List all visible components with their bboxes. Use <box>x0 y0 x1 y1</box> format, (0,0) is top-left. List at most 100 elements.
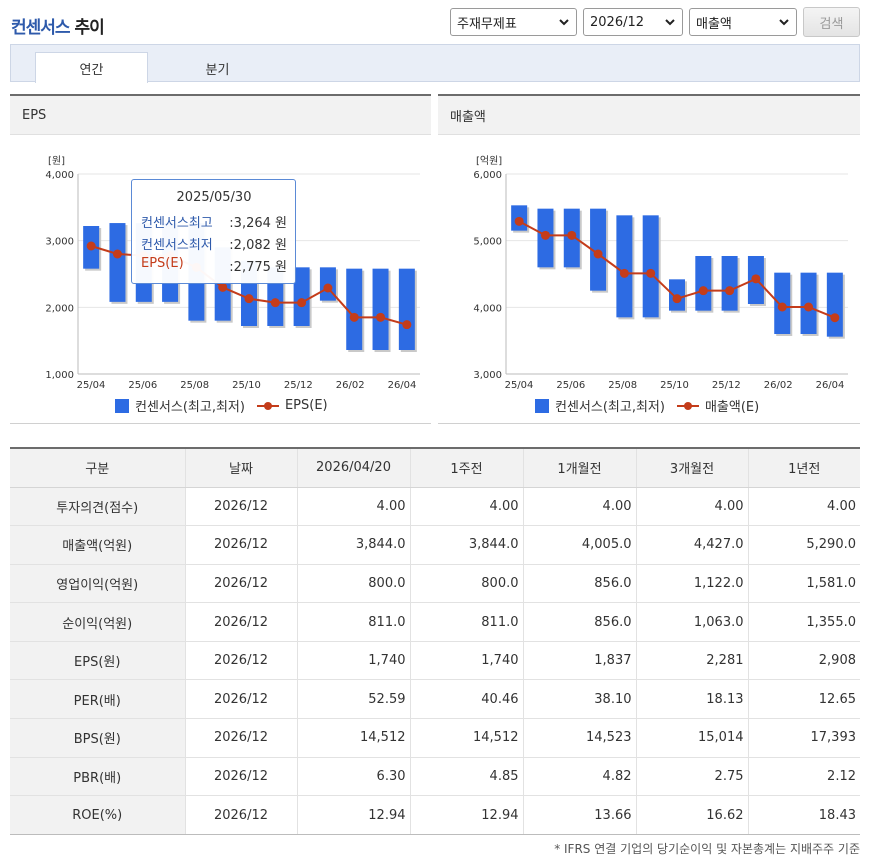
table-cell: 2,908 <box>747 641 860 681</box>
estimate-point <box>540 230 550 240</box>
search-button[interactable]: 검색 <box>803 7 860 37</box>
consensus-bar <box>372 268 389 350</box>
x-tick-label: 26/04 <box>816 380 845 391</box>
table-cell: 4.00 <box>522 487 636 527</box>
table-cell: 2.75 <box>635 757 748 797</box>
metric-value: 매출액 <box>696 16 732 32</box>
legend-line-swatch <box>676 401 699 410</box>
table-cell: 1,837 <box>522 641 636 681</box>
y-tick-label: 4,000 <box>473 303 502 314</box>
y-tick-label: 5,000 <box>473 237 502 248</box>
consensus-bar <box>642 215 659 318</box>
unit-label: [원] <box>48 155 65 167</box>
table-cell: 12.65 <box>747 679 860 720</box>
tooltip-low-value: :2,082 원 <box>229 238 287 253</box>
estimate-point <box>567 230 577 240</box>
table-cell: 2026/12 <box>184 525 297 565</box>
chevron-down-icon <box>665 19 675 26</box>
table-cell: 38.10 <box>522 679 636 720</box>
table-cell: 1,355.0 <box>747 602 860 642</box>
table-cell: 2,281 <box>635 641 748 681</box>
table-cell: 6.30 <box>296 757 410 797</box>
table-row: ROE(%) 2026/12 12.94 12.94 13.66 16.62 18.43 <box>10 795 860 835</box>
eps-chart-legend: 컨센서스(최고,최저) EPS(E) <box>115 396 328 415</box>
estimate-point <box>698 286 708 296</box>
x-tick-label: 25/08 <box>608 380 637 391</box>
column-header: 1년전 <box>747 447 860 488</box>
estimate-point <box>514 216 524 226</box>
table-cell: 16.62 <box>635 795 748 835</box>
estimate-point <box>112 249 122 259</box>
x-tick-label: 25/12 <box>284 380 313 391</box>
estimate-point <box>86 241 96 251</box>
tooltip-low-label: 컨센서스최저 <box>141 238 213 253</box>
report-type-select[interactable]: 주재무제표 <box>450 8 577 36</box>
period-select[interactable]: 2026/12 <box>583 8 683 36</box>
estimate-point <box>646 268 656 278</box>
table-cell: 4.85 <box>409 757 523 797</box>
table-cell: 18.43 <box>747 795 860 835</box>
consensus-table: 구분 날짜 2026/04/20 1주전 1개월전 3개월전 1년전 투자의견(… <box>10 447 860 835</box>
table-cell: 18.13 <box>635 679 748 720</box>
revenue-chart-title: 매출액 <box>438 96 860 135</box>
table-cell: 4.00 <box>296 487 410 527</box>
company-title: 컨센서스 <box>11 18 71 38</box>
row-label: PER(배) <box>10 679 185 720</box>
table-header-row: 구분 날짜 2026/04/20 1주전 1개월전 3개월전 1년전 <box>10 447 860 488</box>
table-cell: 1,581.0 <box>747 564 860 604</box>
tab-annual[interactable]: 연간 <box>35 52 148 83</box>
estimate-point <box>619 268 629 278</box>
tooltip-high-value: :3,264 원 <box>229 216 287 231</box>
table-row: PBR(배) 2026/12 6.30 4.85 4.82 2.75 2.12 <box>10 757 860 797</box>
table-cell: 2026/12 <box>184 487 297 527</box>
table-row: BPS(원) 2026/12 14,512 14,512 14,523 15,014 17,… <box>10 718 860 758</box>
estimate-point <box>725 286 735 296</box>
table-cell: 811.0 <box>296 602 410 642</box>
table-cell: 2.12 <box>747 757 860 797</box>
tooltip-row-high: 컨센서스최고 :3,264 원 <box>141 212 287 234</box>
tooltip-high-label: 컨센서스최고 <box>141 216 213 231</box>
consensus-bar <box>293 267 310 326</box>
consensus-bar <box>398 268 415 350</box>
table-cell: 14,512 <box>409 718 523 758</box>
consensus-bar <box>346 268 363 350</box>
table-cell: 4,427.0 <box>635 525 748 565</box>
footnote: * IFRS 연결 기업의 당기순이익 및 자본총계는 지배주주 기준 <box>554 842 860 856</box>
estimate-point <box>244 294 254 304</box>
column-header: 1주전 <box>409 447 523 488</box>
table-cell: 4.82 <box>522 757 636 797</box>
estimate-point <box>297 298 307 308</box>
table-cell: 3,844.0 <box>409 525 523 565</box>
column-header: 2026/04/20 <box>296 447 410 488</box>
row-label: 영업이익(억원) <box>10 564 185 604</box>
estimate-point <box>804 302 814 312</box>
legend-eps-label: EPS(E) <box>284 398 328 413</box>
table-cell: 856.0 <box>522 602 636 642</box>
column-header: 구분 <box>10 447 185 488</box>
estimate-point <box>349 312 359 322</box>
estimate-point <box>593 249 603 259</box>
table-cell: 4.00 <box>409 487 523 527</box>
metric-select[interactable]: 매출액 <box>689 8 797 36</box>
table-row: 투자의견(점수) 2026/12 4.00 4.00 4.00 4.00 4.00 <box>10 487 860 527</box>
table-cell: 1,063.0 <box>635 602 748 642</box>
revenue-chart-panel: 매출액 [억원] 3,000 4,000 5,000 6,000 25/04 25/06 25… <box>438 94 860 424</box>
x-tick-label: 25/08 <box>180 380 209 391</box>
estimate-point <box>323 283 333 293</box>
table-cell: 2026/12 <box>184 757 297 797</box>
tab-quarterly[interactable]: 분기 <box>205 62 230 78</box>
table-cell: 2026/12 <box>184 718 297 758</box>
estimate-point <box>672 294 682 304</box>
table-cell: 800.0 <box>296 564 410 604</box>
table-cell: 1,122.0 <box>635 564 748 604</box>
tooltip-estimate-value: :2,775 원 <box>229 260 287 275</box>
row-label: EPS(원) <box>10 641 185 681</box>
row-label: PBR(배) <box>10 757 185 797</box>
table-cell: 2026/12 <box>184 602 297 642</box>
table-cell: 4.00 <box>747 487 860 527</box>
table-cell: 5,290.0 <box>747 525 860 565</box>
legend-bar-swatch <box>535 398 549 413</box>
x-tick-label: 26/02 <box>336 380 365 391</box>
revenue-chart-legend: 컨센서스(최고,최저) 매출액(E) <box>535 396 759 415</box>
y-tick-label: 1,000 <box>45 370 74 381</box>
